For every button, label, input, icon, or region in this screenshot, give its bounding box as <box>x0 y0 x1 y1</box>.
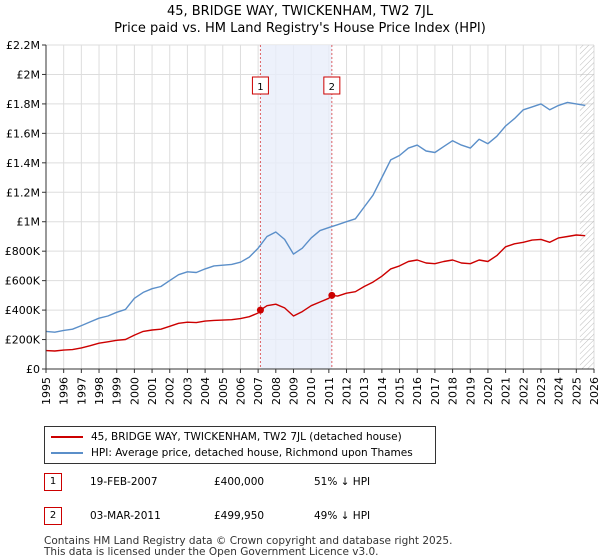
x-tick-label: 2018 <box>447 377 460 405</box>
marker-box <box>323 76 341 95</box>
legend-label-price-paid: 45, BRIDGE WAY, TWICKENHAM, TW2 7JL (det… <box>91 431 402 443</box>
x-tick-label: 2012 <box>341 377 354 405</box>
x-tick-label: 1999 <box>111 377 124 405</box>
y-tick-label: £1M <box>17 216 41 229</box>
x-tick-label: 2022 <box>517 377 530 405</box>
transaction-badge-1: 1 <box>44 473 62 491</box>
legend-swatch-price-paid <box>51 436 83 438</box>
transaction-date-1: 19-FEB-2007 <box>90 476 158 488</box>
y-tick-label: £2.2M <box>6 39 40 52</box>
x-tick-label: 2013 <box>358 377 371 405</box>
legend-label-hpi: HPI: Average price, detached house, Rich… <box>91 447 413 459</box>
price-chart: £0 £200K £400K £600K £800K £1M £1.2M £1.4M £1.6M… <box>5 39 600 405</box>
x-tick-label: 2015 <box>394 377 407 405</box>
chart-title: 45, BRIDGE WAY, TWICKENHAM, TW2 7JL <box>166 4 434 19</box>
y-tick-label: £1.2M <box>6 186 40 199</box>
transaction-point <box>328 291 336 299</box>
x-tick-label: 2003 <box>181 377 194 405</box>
legend-item-hpi: HPI: Average price, detached house, Rich… <box>51 445 413 461</box>
transaction-badge-2: 2 <box>44 507 62 525</box>
transaction-point <box>256 306 264 314</box>
x-tick-label: 2009 <box>287 377 300 405</box>
x-tick-label: 2021 <box>500 377 513 405</box>
x-tick-label: 1997 <box>75 377 88 405</box>
x-tick-label: 2004 <box>199 377 212 405</box>
chart-subtitle: Price paid vs. HM Land Registry's House … <box>114 21 486 36</box>
footer-license: This data is licensed under the Open Gov… <box>44 546 379 558</box>
x-tick-label: 1995 <box>40 377 53 405</box>
legend-item-price-paid: 45, BRIDGE WAY, TWICKENHAM, TW2 7JL (det… <box>51 429 402 445</box>
forecast-hatch <box>579 45 594 369</box>
x-tick-label: 2002 <box>164 377 177 405</box>
x-tick-label: 2020 <box>482 377 495 405</box>
x-tick-label: 2005 <box>217 377 230 405</box>
y-tick-label: £200K <box>5 334 41 347</box>
marker-label: 2 <box>329 82 335 93</box>
series-line-price-paid <box>45 234 586 352</box>
x-tick-label: 2001 <box>146 377 159 405</box>
legend-swatch-hpi <box>51 452 83 454</box>
transaction-row-2: 2 03-MAR-2011 £499,950 49% ↓ HPI <box>44 507 464 525</box>
y-tick-label: £1.8M <box>6 98 40 111</box>
series-line-hpi <box>45 101 586 333</box>
x-tick-label: 2016 <box>411 377 424 405</box>
transaction-hpi-1: 51% ↓ HPI <box>314 476 371 488</box>
x-tick-label: 2025 <box>570 377 583 405</box>
y-tick-label: £1.6M <box>6 127 40 140</box>
y-tick-label: £2M <box>17 68 41 81</box>
x-tick-label: 2024 <box>553 377 566 405</box>
y-tick-label: £400K <box>5 304 41 317</box>
x-tick-label: 2011 <box>323 377 336 405</box>
y-tick-label: £800K <box>5 245 41 258</box>
footer-copyright: Contains HM Land Registry data © Crown c… <box>44 535 453 547</box>
y-tick-label: £600K <box>5 275 41 288</box>
x-tick-label: 2007 <box>252 377 265 405</box>
y-tick-label: £0 <box>26 363 40 376</box>
x-tick-label: 2008 <box>270 377 283 405</box>
y-tick-label: £1.4M <box>6 157 40 170</box>
x-tick-label: 2026 <box>588 377 600 405</box>
marker-label: 1 <box>257 82 263 93</box>
x-tick-label: 2010 <box>305 377 318 405</box>
x-tick-label: 2000 <box>128 377 141 405</box>
shaded-period <box>260 45 332 369</box>
x-tick-label: 2014 <box>376 377 389 405</box>
transaction-price-2: £499,950 <box>214 510 265 522</box>
transaction-date-2: 03-MAR-2011 <box>90 510 161 522</box>
x-tick-label: 2019 <box>464 377 477 405</box>
transaction-hpi-2: 49% ↓ HPI <box>314 510 371 522</box>
legend: 45, BRIDGE WAY, TWICKENHAM, TW2 7JL (det… <box>44 426 436 464</box>
transaction-price-1: £400,000 <box>214 476 265 488</box>
marker-box <box>251 76 269 95</box>
x-tick-label: 1996 <box>58 377 71 405</box>
x-tick-label: 2017 <box>429 377 442 405</box>
transaction-row-1: 1 19-FEB-2007 £400,000 51% ↓ HPI <box>44 473 464 491</box>
x-tick-label: 1998 <box>93 377 106 405</box>
x-tick-label: 2006 <box>234 377 247 405</box>
x-tick-label: 2023 <box>535 377 548 405</box>
